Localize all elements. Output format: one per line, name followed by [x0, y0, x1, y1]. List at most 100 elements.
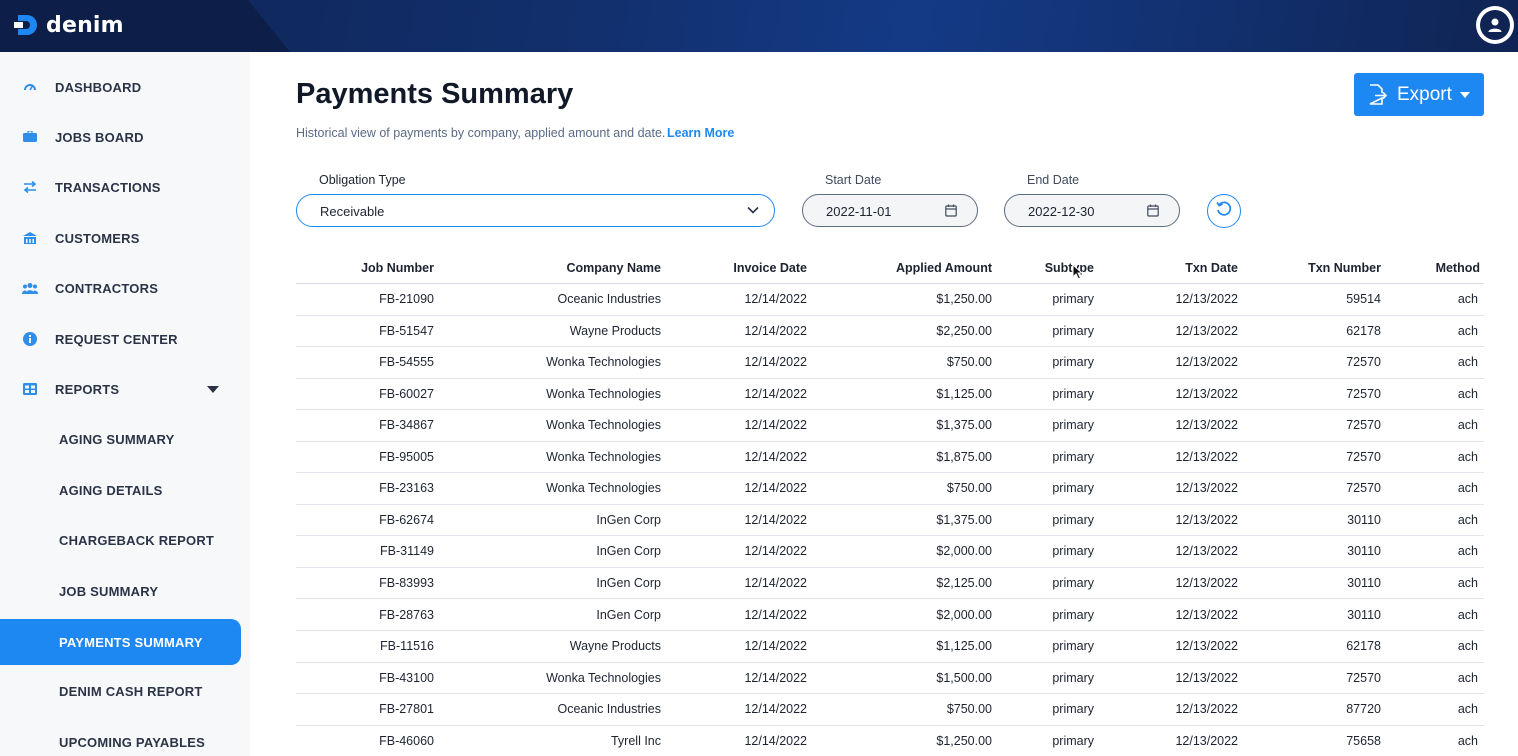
cell-txn-date: 12/13/2022 [1175, 481, 1238, 496]
cell-subtype: primary [1052, 418, 1094, 433]
cell-invoice-date: 12/14/2022 [744, 386, 807, 401]
table-row[interactable]: FB-28763 InGen Corp 12/14/2022 $2,000.00 pri… [296, 600, 1484, 631]
column-header-subtype[interactable]: Subtype [1044, 261, 1094, 275]
reset-icon [1215, 200, 1233, 223]
calendar-icon[interactable] [945, 204, 957, 222]
table-row[interactable]: FB-11516 Wayne Products 12/14/2022 $1,125.0… [296, 631, 1484, 663]
cell-txn-date: 12/13/2022 [1175, 323, 1238, 338]
cell-invoice-date: 12/14/2022 [744, 323, 807, 338]
reset-filters-button[interactable] [1207, 194, 1241, 228]
sidebar-item-jobs-board[interactable]: JOBS BOARD [0, 114, 241, 160]
cell-subtype: primary [1052, 481, 1094, 496]
user-icon [1480, 10, 1510, 40]
sidebar-item-transactions[interactable]: TRANSACTIONS [0, 164, 241, 210]
export-button[interactable]: Export [1354, 73, 1484, 116]
cell-txn-number: 72570 [1346, 670, 1381, 685]
table-row[interactable]: FB-27801 Oceanic Industries 12/14/2022 $750… [296, 694, 1484, 726]
cell-method: ach [1457, 418, 1478, 433]
table-row[interactable]: FB-60027 Wonka Technologies 12/14/2022 $1,1… [296, 379, 1484, 411]
page-subtitle: Historical view of payments by company, … [296, 126, 666, 140]
column-header-applied-amount[interactable]: Applied Amount [895, 261, 992, 275]
calendar-icon[interactable] [1147, 204, 1159, 222]
cell-applied-amount: $1,125.00 [936, 639, 992, 654]
cell-txn-number: 30110 [1347, 575, 1381, 590]
cell-applied-amount: $750.00 [946, 481, 992, 496]
start-date-value: 2022-11-01 [826, 204, 892, 219]
cell-job-number: FB-11516 [380, 639, 434, 654]
cell-job-number: FB-83993 [379, 575, 434, 590]
table-row[interactable]: FB-54555 Wonka Technologies 12/14/2022 $750… [296, 347, 1484, 379]
cell-txn-date: 12/13/2022 [1175, 292, 1238, 306]
sidebar-item-request-center[interactable]: REQUEST CENTER [0, 316, 241, 362]
cell-job-number: FB-62674 [379, 512, 434, 527]
cell-txn-date: 12/13/2022 [1175, 639, 1238, 654]
cell-job-number: FB-60027 [379, 386, 434, 401]
sidebar-item-aging-details[interactable]: AGING DETAILS [0, 467, 241, 513]
sidebar-item-upcoming-payables[interactable]: UPCOMING PAYABLES [0, 719, 241, 756]
sidebar-item-label: TRANSACTIONS [55, 179, 161, 195]
table-row[interactable]: FB-23163 Wonka Technologies 12/14/2022 $750… [296, 473, 1484, 505]
cell-job-number: FB-34867 [379, 418, 434, 433]
cell-job-number: FB-27801 [379, 702, 434, 717]
cell-applied-amount: $1,250.00 [936, 733, 992, 748]
cell-subtype: primary [1052, 386, 1094, 401]
table-header: Job Number Company Name Invoice Date App… [296, 252, 1484, 284]
cell-txn-date: 12/13/2022 [1175, 418, 1238, 433]
table-row[interactable]: FB-62674 InGen Corp 12/14/2022 $1,375.00 pri… [296, 505, 1484, 537]
sidebar-item-reports[interactable]: REPORTS [0, 366, 241, 412]
cell-method: ach [1457, 670, 1478, 685]
cell-method: ach [1457, 575, 1478, 590]
sidebar-item-contractors[interactable]: CONTRACTORS [0, 265, 241, 311]
cell-txn-number: 72570 [1346, 355, 1381, 370]
table-row[interactable]: FB-21090 Oceanic Industries 12/14/2022 $1,2… [296, 284, 1484, 316]
cell-txn-date: 12/13/2022 [1175, 575, 1238, 590]
sidebar-item-customers[interactable]: CUSTOMERS [0, 215, 241, 261]
cell-job-number: FB-95005 [379, 449, 434, 464]
table-row[interactable]: FB-34867 Wonka Technologies 12/14/2022 $1,3… [296, 410, 1484, 442]
column-header-method[interactable]: Method [1435, 261, 1480, 275]
column-header-company-name[interactable]: Company Name [566, 261, 661, 275]
cell-txn-number: 30110 [1347, 544, 1381, 559]
table-row[interactable]: FB-43100 Wonka Technologies 12/14/2022 $1,5… [296, 663, 1484, 695]
cell-applied-amount: $750.00 [946, 702, 992, 717]
table-row[interactable]: FB-31149 InGen Corp 12/14/2022 $2,000.00 pri… [296, 536, 1484, 568]
start-date-input[interactable]: 2022-11-01 [802, 194, 978, 227]
dashboard-icon [22, 79, 38, 95]
cell-company-name: Oceanic Industries [557, 292, 661, 306]
sidebar-item-label: CONTRACTORS [55, 280, 159, 296]
sidebar-item-aging-summary[interactable]: AGING SUMMARY [0, 416, 241, 462]
cell-applied-amount: $1,500.00 [936, 670, 992, 685]
column-header-invoice-date[interactable]: Invoice Date [733, 261, 807, 275]
cell-company-name: Wonka Technologies [546, 481, 661, 496]
column-header-txn-date[interactable]: Txn Date [1185, 261, 1238, 275]
page-title: Payments Summary [296, 78, 574, 110]
jobs-board-icon [22, 129, 38, 145]
transactions-icon [22, 179, 38, 195]
sidebar-item-job-summary[interactable]: JOB SUMMARY [0, 568, 241, 614]
cell-txn-date: 12/13/2022 [1175, 607, 1238, 622]
sidebar-subitem-label: JOB SUMMARY [59, 583, 159, 599]
table-row[interactable]: FB-51547 Wayne Products 12/14/2022 $2,250.0… [296, 316, 1484, 348]
top-bar-brand-area [0, 0, 290, 52]
top-bar: denim [0, 0, 1518, 52]
learn-more-link[interactable]: Learn More [667, 126, 735, 140]
sidebar-item-payments-summary[interactable]: PAYMENTS SUMMARY [0, 619, 241, 665]
table-row[interactable]: FB-95005 Wonka Technologies 12/14/2022 $1,8… [296, 442, 1484, 474]
cell-subtype: primary [1052, 323, 1094, 338]
cell-invoice-date: 12/14/2022 [744, 639, 807, 654]
sidebar-item-dashboard[interactable]: DASHBOARD [0, 64, 241, 110]
table-row[interactable]: FB-46060 Tyrell Inc 12/14/2022 $1,250.00 pri… [296, 726, 1484, 756]
obligation-type-select[interactable]: Receivable [296, 194, 775, 227]
table-row[interactable]: FB-83993 InGen Corp 12/14/2022 $2,125.00 pri… [296, 568, 1484, 600]
end-date-input[interactable]: 2022-12-30 [1004, 194, 1180, 227]
cell-txn-date: 12/13/2022 [1175, 733, 1238, 748]
column-header-txn-number[interactable]: Txn Number [1308, 261, 1381, 275]
sidebar-item-denim-cash-report[interactable]: DENIM CASH REPORT [0, 668, 241, 714]
column-header-job-number[interactable]: Job Number [361, 261, 434, 275]
cell-subtype: primary [1052, 544, 1094, 559]
sidebar-item-chargeback-report[interactable]: CHARGEBACK REPORT [0, 517, 241, 563]
user-account-button[interactable] [1476, 6, 1514, 44]
cell-applied-amount: $1,375.00 [936, 512, 992, 527]
logo[interactable]: denim [14, 10, 124, 40]
cell-txn-number: 62178 [1346, 323, 1381, 338]
